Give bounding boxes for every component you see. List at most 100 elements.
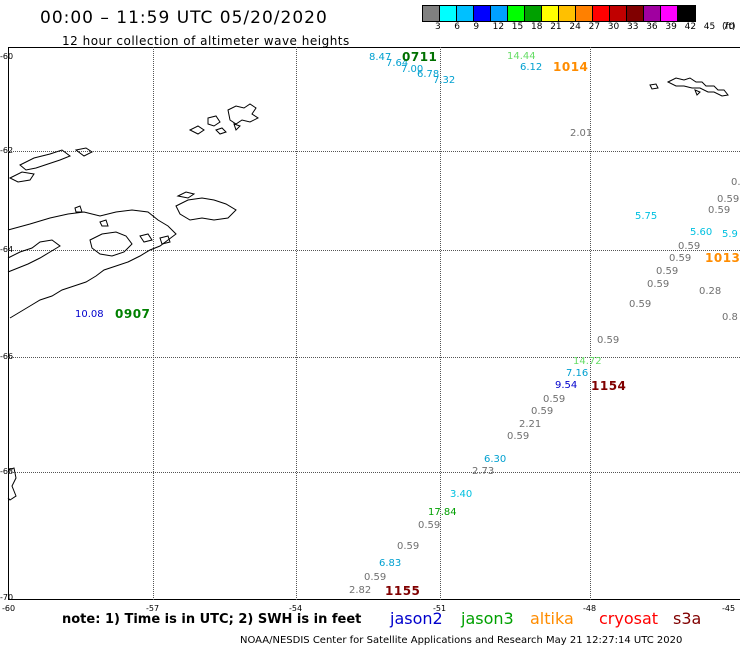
color-scale-label: (ft) xyxy=(722,22,736,32)
wave-height-obs: 7.00 xyxy=(401,64,424,75)
wave-height-obs: 8.47 xyxy=(369,52,392,63)
color-swatch xyxy=(610,6,627,21)
color-swatch xyxy=(542,6,559,21)
map-frame xyxy=(8,47,740,600)
wave-height-obs: 0.59 xyxy=(647,279,670,290)
color-scale-label: 42 xyxy=(684,22,697,32)
color-swatch xyxy=(559,6,576,21)
wave-height-obs: 0.8 xyxy=(722,312,738,323)
lat-label: -60 xyxy=(0,52,14,61)
color-swatch xyxy=(457,6,474,21)
color-scale-label: 24 xyxy=(569,22,581,32)
wave-height-obs: 6.78 xyxy=(417,69,440,80)
color-swatch xyxy=(508,6,525,21)
lat-label: -66 xyxy=(0,352,14,361)
pass-time-label: 1013 xyxy=(705,251,740,265)
pass-time-label: 0907 xyxy=(115,307,151,321)
peninsula-coastline xyxy=(19,149,72,171)
wave-height-obs: 10.08 xyxy=(75,309,104,320)
lat-gridline xyxy=(8,151,740,152)
wave-height-obs: 14.72 xyxy=(573,356,602,367)
color-scale-label: 45 xyxy=(703,22,716,32)
legend-cryosat: cryosat xyxy=(599,609,659,628)
lon-label: -60 xyxy=(2,604,16,613)
pass-time-label: 0711 xyxy=(402,50,438,64)
pass-time-label: 1155 xyxy=(385,584,421,598)
wave-height-obs: 7.32 xyxy=(433,75,456,86)
lon-gridline xyxy=(440,47,441,600)
lat-gridline xyxy=(8,357,740,358)
small-island-coastline xyxy=(74,205,83,213)
joinville-coastline xyxy=(176,191,196,199)
legend-jason3: jason3 xyxy=(461,609,514,628)
wave-height-obs: 0.59 xyxy=(597,335,620,346)
color-scale-label: 21 xyxy=(550,22,562,32)
color-swatch xyxy=(627,6,644,21)
wave-height-obs: 0.59 xyxy=(543,394,566,405)
south-shetland-coastline xyxy=(207,115,221,127)
color-swatch xyxy=(661,6,678,21)
peninsula-mainland-coastline xyxy=(7,239,61,273)
color-swatch xyxy=(525,6,542,21)
lon-label: -45 xyxy=(722,604,736,613)
lon-label: -57 xyxy=(146,604,160,613)
color-swatch xyxy=(474,6,491,21)
color-scale-label: 6 xyxy=(454,22,460,32)
south-shetland-coastline xyxy=(233,123,241,131)
small-island-coastline xyxy=(649,83,659,90)
wave-height-obs: 0.59 xyxy=(669,253,692,264)
lat-label: -64 xyxy=(0,245,14,254)
wave-height-obs: 0.59 xyxy=(629,299,652,310)
south-shetland-coastline xyxy=(227,103,259,125)
pass-time-label: 1014 xyxy=(553,60,589,74)
lon-label: -48 xyxy=(583,604,597,613)
wave-height-obs: 0. xyxy=(731,177,740,188)
wave-height-obs: 0.59 xyxy=(531,406,554,417)
lon-gridline xyxy=(590,47,591,600)
lon-label: -51 xyxy=(433,604,447,613)
credit-line: NOAA/NESDIS Center for Satellite Applica… xyxy=(240,635,683,646)
wave-height-obs: 0.59 xyxy=(656,266,679,277)
color-scale-label: 33 xyxy=(627,22,639,32)
wave-height-obs: 17.84 xyxy=(428,507,457,518)
coastline-fragment xyxy=(7,467,17,501)
peninsula-coastline xyxy=(74,147,93,157)
wave-height-obs: 6.12 xyxy=(520,62,543,73)
wave-height-obs: 0.59 xyxy=(397,541,420,552)
lat-label: -62 xyxy=(0,146,14,155)
lon-gridline xyxy=(296,47,297,600)
chart-subtitle: 12 hour collection of altimeter wave hei… xyxy=(62,34,350,48)
color-scale-label: 36 xyxy=(646,22,658,32)
wave-height-obs: 7.16 xyxy=(566,368,589,379)
wave-height-obs: 5.75 xyxy=(635,211,658,222)
color-swatch xyxy=(440,6,457,21)
units-note: note: 1) Time is in UTC; 2) SWH is in fe… xyxy=(62,612,362,627)
wave-height-obs: 2.82 xyxy=(349,585,372,596)
color-scale-label: 27 xyxy=(588,22,601,32)
wave-height-obs: 7.64 xyxy=(386,58,409,69)
color-swatch xyxy=(423,6,440,21)
south-orkney-coastline xyxy=(666,77,729,97)
lon-label: -54 xyxy=(289,604,303,613)
small-island-coastline xyxy=(139,233,153,243)
lon-gridline xyxy=(153,47,154,600)
color-scale-label: 30 xyxy=(607,22,620,32)
wave-height-obs: 0.59 xyxy=(678,241,701,252)
wave-height-obs: 0.59 xyxy=(507,431,530,442)
color-scale-label: 70 xyxy=(723,22,735,32)
peninsula-coastline xyxy=(8,171,35,183)
color-scale-label: 9 xyxy=(473,22,480,32)
wave-height-obs: 2.01 xyxy=(570,128,593,139)
lat-label: -70 xyxy=(0,593,14,602)
peninsula-mainland-coastline xyxy=(7,209,177,319)
wave-height-obs: 0.59 xyxy=(708,205,731,216)
color-scale-label: 3 xyxy=(435,22,441,32)
wave-height-obs: 2.73 xyxy=(472,466,495,477)
legend-altika: altika xyxy=(530,609,574,628)
color-scale-labels: 3 6 9 12 15 18 21 24 27 30 33 36 39 42 45 70 (ft) xyxy=(422,22,740,34)
color-swatch xyxy=(576,6,593,21)
lat-label: -68 xyxy=(0,467,14,476)
color-scale-label: 39 xyxy=(665,22,677,32)
wave-height-obs: 5.60 xyxy=(690,227,713,238)
